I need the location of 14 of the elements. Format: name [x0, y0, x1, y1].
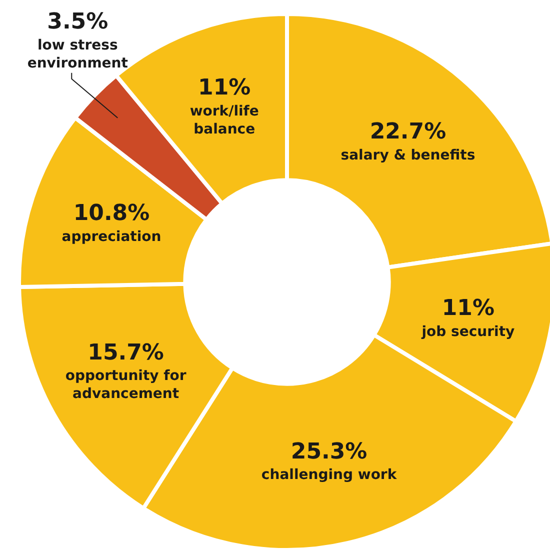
slice-label: work/life balance [190, 104, 259, 138]
data-label: 3.5% [47, 10, 108, 35]
slice-label: appreciation [62, 228, 162, 245]
slice-label: challenging work [261, 467, 398, 484]
data-label: 15.7% [88, 340, 164, 366]
data-label: 22.7% [370, 119, 446, 144]
data-label: 11% [198, 76, 251, 101]
data-label: 11% [442, 296, 495, 322]
data-label: 25.3% [290, 439, 368, 464]
slice-label: opportunity for advancement [65, 368, 186, 402]
data-label: 10.8% [73, 200, 150, 226]
slice-label: low stress environment [27, 38, 128, 72]
slice-label: salary & benefits [340, 147, 476, 164]
slice-label: job security [420, 324, 515, 340]
